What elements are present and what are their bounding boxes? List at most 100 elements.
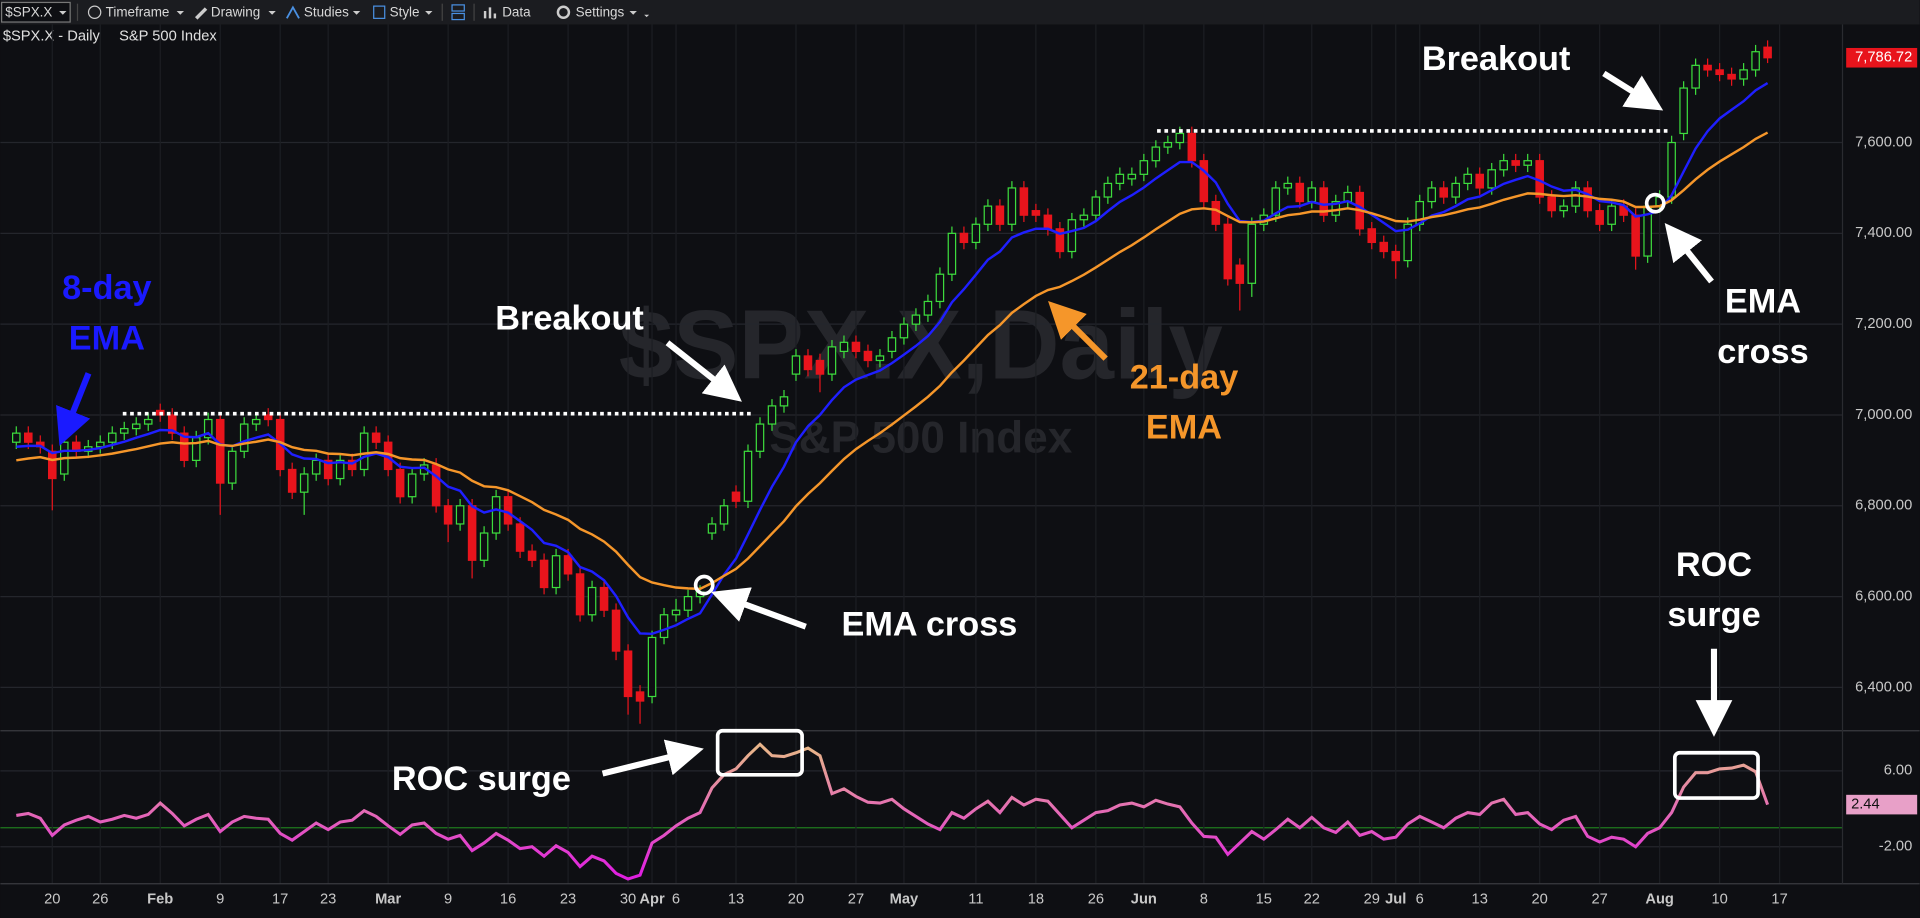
- candle-body: [395, 468, 405, 498]
- candle-body: [299, 473, 309, 493]
- candle-body: [1271, 187, 1281, 216]
- x-tick-label: 26: [1088, 892, 1104, 908]
- candle-body: [1079, 214, 1089, 221]
- toolbar-item[interactable]: Timeframe: [106, 4, 170, 19]
- layout-icon[interactable]: [451, 4, 465, 12]
- candle-body: [95, 441, 105, 448]
- candle-body: [1403, 223, 1413, 262]
- candle-body: [431, 464, 441, 507]
- arrow: [56, 372, 92, 446]
- x-tick-label: 29: [1364, 892, 1380, 908]
- x-tick-label: 10: [1711, 892, 1727, 908]
- toolbar-item[interactable]: Drawing: [211, 4, 260, 19]
- cross-marker: [693, 574, 715, 596]
- candle-body: [575, 573, 585, 616]
- arrow: [711, 587, 807, 630]
- candle-body: [647, 636, 657, 698]
- x-tick-label: 6: [1416, 892, 1424, 908]
- candle-body: [611, 609, 621, 652]
- candle-body: [467, 505, 477, 561]
- candle-body: [899, 323, 909, 339]
- toolbar: [0, 0, 1920, 25]
- candle-body: [1175, 132, 1185, 144]
- annotation: EMA: [1146, 409, 1222, 447]
- candle-body: [1487, 169, 1496, 189]
- studies-icon: [285, 5, 300, 19]
- candle-body: [803, 355, 813, 371]
- candle-body: [239, 423, 249, 452]
- annotation: ROC: [1676, 546, 1752, 584]
- candle-body: [779, 396, 789, 407]
- candle-body: [743, 450, 753, 502]
- candle-body: [1679, 87, 1688, 135]
- candle-body: [1319, 187, 1329, 216]
- candle-body: [1571, 187, 1580, 207]
- candle-body: [1559, 205, 1568, 212]
- candle-body: [1607, 205, 1616, 225]
- candle-body: [551, 555, 561, 589]
- y-tick-label: 7,600.00: [1855, 134, 1912, 150]
- toolbar-item[interactable]: Data: [502, 4, 531, 19]
- toolbar-item[interactable]: Style: [390, 4, 420, 19]
- candle-body: [1067, 219, 1077, 253]
- candle-body: [815, 359, 825, 375]
- ema-line: [16, 82, 1769, 636]
- candle-body: [443, 505, 453, 525]
- highlight-box: [715, 728, 804, 777]
- candle-body: [1283, 182, 1293, 189]
- x-tick-label: 9: [216, 892, 224, 908]
- y-tick-label: 7,400.00: [1855, 225, 1912, 241]
- candle-body: [12, 432, 21, 443]
- candle-body: [1211, 200, 1221, 225]
- candle-body: [1127, 173, 1137, 180]
- toolbar-item[interactable]: Studies: [304, 4, 349, 19]
- candle-body: [311, 459, 321, 475]
- candle-body: [1691, 64, 1700, 89]
- candle-body: [839, 341, 849, 353]
- candle-body: [119, 427, 129, 434]
- candle-body: [1115, 173, 1125, 185]
- candle-body: [767, 405, 777, 425]
- candle-body: [623, 650, 633, 698]
- x-tick-label: 13: [728, 892, 744, 908]
- candle-body: [371, 432, 381, 443]
- annotation: EMA: [69, 319, 145, 357]
- candle-body: [527, 550, 537, 561]
- y-tick-label: 6,600.00: [1855, 588, 1912, 604]
- x-tick-label: 27: [848, 892, 864, 908]
- dropdown-icon: [629, 11, 637, 15]
- x-tick-label: Apr: [639, 892, 665, 908]
- toolbar-item[interactable]: Settings: [576, 4, 625, 19]
- symbol-input[interactable]: $SPX.X: [5, 4, 52, 19]
- candle-body: [947, 232, 957, 275]
- x-tick-label: 22: [1304, 892, 1320, 908]
- x-tick-label: 6: [672, 892, 680, 908]
- candle-body: [1751, 51, 1760, 71]
- candle-body: [1055, 228, 1065, 253]
- candle-body: [1763, 46, 1772, 59]
- dropdown-icon: [176, 11, 184, 15]
- roc-tick-label: -2.00: [1879, 839, 1912, 855]
- candle-body: [47, 450, 57, 480]
- candle-body: [491, 496, 501, 534]
- candle-body: [587, 586, 597, 616]
- candle-body: [719, 505, 729, 525]
- candle-body: [1139, 160, 1149, 175]
- x-tick-label: 26: [92, 892, 108, 908]
- symbol-box[interactable]: [0, 1, 71, 23]
- candle-body: [983, 205, 993, 225]
- annotation: 8-day: [62, 269, 152, 307]
- candle-body: [1595, 210, 1604, 225]
- arrow: [1048, 301, 1108, 361]
- x-tick-label: 9: [444, 892, 452, 908]
- data-icon: [483, 7, 497, 19]
- annotation: EMA: [1725, 283, 1801, 321]
- last-price-label: 7,786.72: [1855, 50, 1912, 66]
- candle-body: [1547, 196, 1556, 212]
- x-tick-label: Aug: [1645, 892, 1674, 908]
- candle-body: [1031, 210, 1041, 216]
- candle-body: [251, 418, 261, 425]
- candle-body: [1475, 173, 1484, 189]
- candle-body: [479, 532, 489, 561]
- dropdown-icon: [425, 11, 433, 15]
